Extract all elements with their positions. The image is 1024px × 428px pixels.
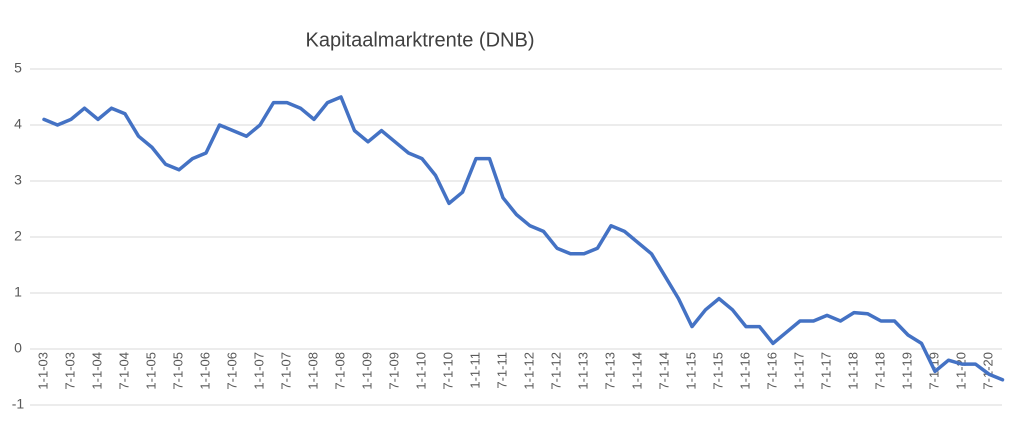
- x-tick-label: 1-1-06: [197, 352, 212, 390]
- x-tick-label: 1-1-14: [629, 352, 644, 390]
- y-tick-label: 5: [14, 60, 22, 76]
- x-tick-label: 1-1-16: [737, 352, 752, 390]
- x-tick-label: 7-1-14: [656, 352, 671, 390]
- y-tick-label: 4: [14, 116, 22, 132]
- x-tick-label: 7-1-07: [278, 352, 293, 390]
- y-tick-label: 1: [14, 284, 22, 300]
- x-tick-label: 7-1-17: [818, 352, 833, 390]
- data-line: [42, 95, 1005, 382]
- x-tick-label: 1-1-15: [683, 352, 698, 390]
- x-tick-label: 1-1-11: [467, 352, 482, 389]
- y-tick-label: 0: [14, 340, 22, 356]
- y-tick-label: 2: [14, 228, 22, 244]
- y-tick-label: 3: [14, 172, 22, 188]
- x-tick-label: 1-1-17: [791, 352, 806, 390]
- y-tick-label: -1: [12, 396, 25, 412]
- x-tick-label: 7-1-12: [548, 352, 563, 390]
- x-tick-label: 7-1-08: [332, 352, 347, 390]
- x-tick-label: 1-1-08: [305, 352, 320, 390]
- x-tick-label: 7-1-20: [980, 352, 995, 390]
- x-tick-label: 7-1-04: [116, 352, 131, 390]
- x-tick-label: 7-1-13: [602, 352, 617, 390]
- x-tick-label: 1-1-19: [899, 352, 914, 390]
- chart-title: Kapitaalmarktrente (DNB): [306, 29, 535, 51]
- x-tick-label: 1-1-10: [413, 352, 428, 390]
- x-tick-label: 7-1-18: [872, 352, 887, 390]
- x-tick-label: 7-1-03: [62, 352, 77, 390]
- x-tick-label: 7-1-15: [710, 352, 725, 390]
- x-tick-label: 7-1-16: [764, 352, 779, 390]
- x-tick-label: 7-1-11: [494, 352, 509, 389]
- x-tick-label: 1-1-18: [845, 352, 860, 390]
- x-tick-label: 1-1-12: [521, 352, 536, 390]
- x-tick-label: 1-1-05: [143, 352, 158, 390]
- x-tick-label: 1-1-04: [89, 352, 104, 390]
- x-tick-label: 1-1-13: [575, 352, 590, 390]
- x-tick-label: 7-1-06: [224, 352, 239, 390]
- x-tick-label: 1-1-09: [359, 352, 374, 390]
- x-tick-label: 1-1-03: [35, 352, 50, 390]
- x-tick-label: 7-1-05: [170, 352, 185, 390]
- x-tick-label: 1-1-20: [953, 352, 968, 390]
- x-tick-label: 7-1-10: [440, 352, 455, 390]
- x-tick-label: 1-1-07: [251, 352, 266, 390]
- x-tick-label: 7-1-09: [386, 352, 401, 390]
